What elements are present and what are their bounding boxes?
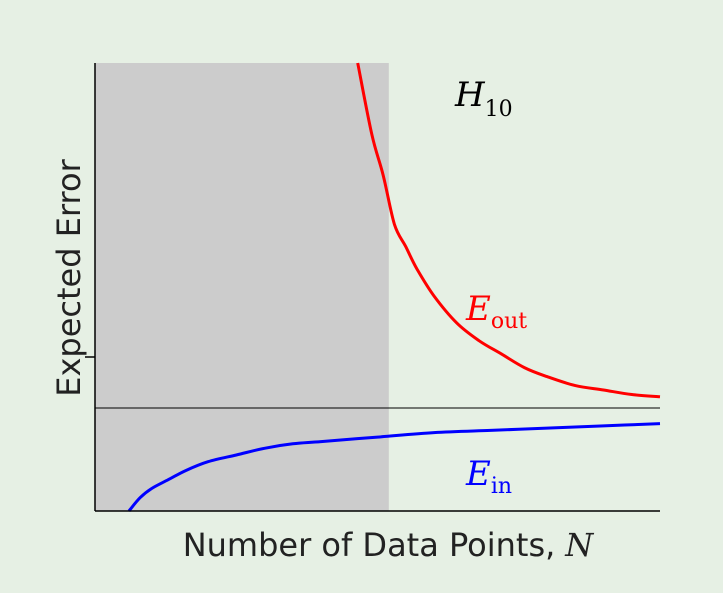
hypothesis-subscript: 10 [485,97,513,122]
hypothesis-symbol: H [454,75,486,115]
eout-symbol: E [465,289,491,329]
x-axis-label: Number of Data Points, N [183,526,595,564]
shaded-region [95,63,389,511]
y-axis-label: Expected Error [50,158,88,396]
series-line-eout [356,62,661,399]
ein-symbol: E [465,454,491,494]
series-line-ein [127,422,661,512]
x-axis-label-text: Number of Data Points, [183,526,556,564]
series-label-ein: Ein [465,454,512,499]
series-label-eout: Eout [465,289,527,334]
x-axis-label-symbol: N [564,526,594,564]
eout-subscript: out [491,309,527,334]
hypothesis-label: H10 [454,75,513,122]
ein-subscript: in [491,474,512,499]
